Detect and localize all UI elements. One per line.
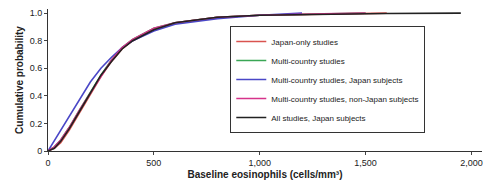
svg-text:Baseline eosinophils (cells/mm: Baseline eosinophils (cells/mm³) (187, 169, 342, 180)
svg-text:500: 500 (146, 158, 161, 168)
svg-text:Multi-country studies, Japan s: Multi-country studies, Japan subjects (271, 76, 402, 85)
svg-text:Japan-only studies: Japan-only studies (271, 38, 338, 47)
svg-text:0.6: 0.6 (30, 63, 43, 73)
svg-text:1.0: 1.0 (30, 8, 43, 18)
svg-text:0.4: 0.4 (30, 91, 43, 101)
svg-text:2,000: 2,000 (460, 158, 483, 168)
svg-text:1,000: 1,000 (248, 158, 271, 168)
svg-text:0: 0 (37, 146, 42, 156)
svg-text:Multi-country studies: Multi-country studies (271, 57, 344, 66)
svg-text:Multi-country studies, non-Jap: Multi-country studies, non-Japan subject… (271, 95, 418, 104)
svg-text:Cumulative probability: Cumulative probability (14, 26, 25, 134)
svg-text:1,500: 1,500 (354, 158, 377, 168)
svg-text:0.2: 0.2 (30, 119, 43, 129)
svg-text:0.8: 0.8 (30, 36, 43, 46)
svg-text:0: 0 (45, 158, 50, 168)
svg-text:All studies, Japan subjects: All studies, Japan subjects (271, 114, 365, 123)
